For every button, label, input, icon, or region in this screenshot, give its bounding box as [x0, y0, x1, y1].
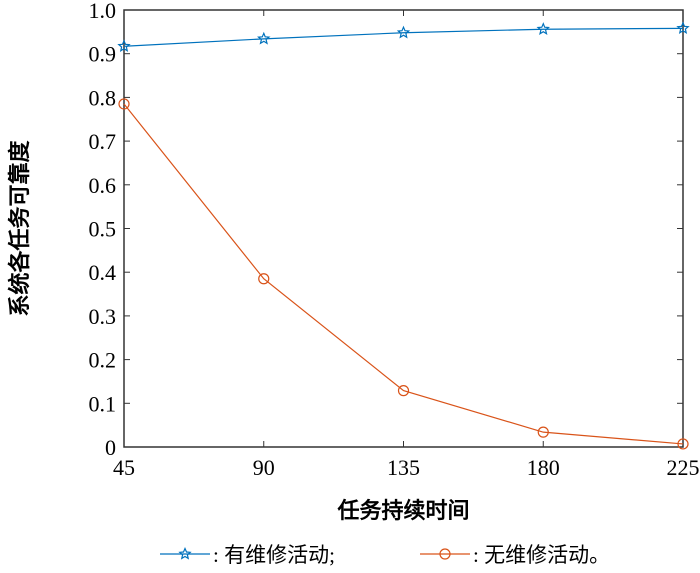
x-axis-label: 任务持续时间 — [336, 498, 469, 523]
series-line-1 — [123, 103, 684, 445]
data-point-star — [676, 21, 690, 35]
x-tick-label: 180 — [527, 455, 560, 480]
data-point-star — [257, 31, 271, 45]
y-tick-label: 0.5 — [89, 217, 117, 242]
plot-frame — [123, 9, 684, 448]
data-point-circle — [397, 385, 410, 397]
data-point-star — [117, 39, 131, 52]
y-tick-label: 0.7 — [89, 129, 117, 154]
legend-circle-icon — [439, 548, 451, 560]
y-tick-label: 1.0 — [89, 0, 117, 23]
data-point-star — [536, 22, 550, 35]
y-axis-label: 系统各任务可靠度 — [7, 140, 32, 317]
x-tick-label: 45 — [113, 455, 135, 480]
data-point-circle — [677, 438, 689, 450]
data-point-star — [396, 25, 411, 39]
data-point-circle — [118, 98, 130, 110]
legend-star-icon — [178, 546, 192, 560]
y-tick-label: 0.6 — [89, 173, 117, 198]
y-tick-label: 0.4 — [89, 260, 117, 285]
y-tick-label: 0.9 — [89, 42, 117, 67]
series-line-0 — [123, 27, 684, 47]
y-tick-label: 0.2 — [89, 348, 117, 373]
legend-label-0: : 有维修活动; — [213, 543, 335, 567]
data-point-circle — [258, 273, 270, 285]
data-point-circle — [537, 426, 549, 438]
x-tick-label: 90 — [253, 455, 275, 480]
y-tick-label: 0.8 — [89, 85, 117, 110]
legend-label-1: : 无维修活动。 — [473, 543, 610, 567]
y-tick-label: 0.1 — [89, 391, 117, 416]
x-tick-label: 225 — [667, 455, 700, 480]
x-tick-label: 135 — [387, 455, 420, 480]
y-tick-label: 0 — [105, 435, 116, 460]
y-tick-label: 0.3 — [89, 304, 117, 329]
